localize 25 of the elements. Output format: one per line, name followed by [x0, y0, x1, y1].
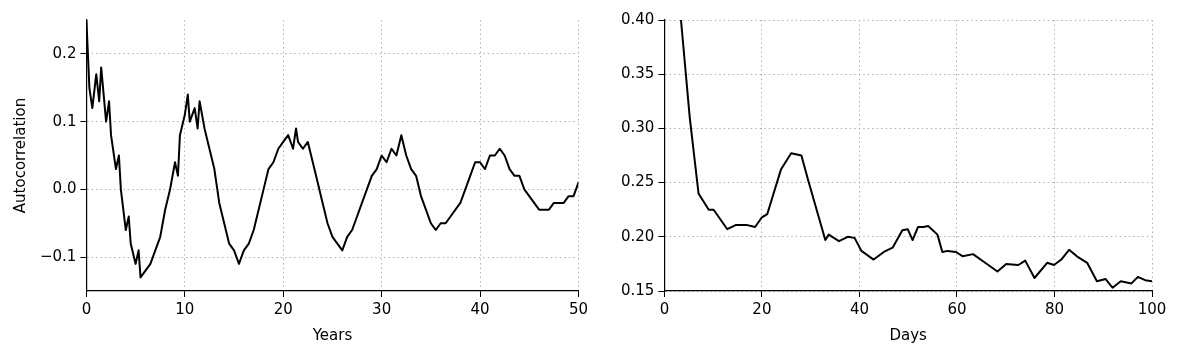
x-tick-label: 0 [659, 299, 670, 318]
y-tick-label: 0.0 [52, 179, 77, 198]
y-tick-label: 0.35 [620, 64, 655, 83]
x-tick-label: 50 [568, 299, 588, 318]
x-axis-title: Days [889, 325, 928, 344]
x-tick-label: 30 [372, 299, 392, 318]
y-tick-label: 0.25 [620, 172, 655, 191]
x-axis-title: Years [311, 325, 353, 344]
y-tick-label: 0.20 [620, 226, 655, 245]
x-tick-label: 0 [81, 299, 92, 318]
y-tick-label: 0.30 [620, 118, 655, 137]
x-tick-label: 20 [273, 299, 293, 318]
x-tick-label: 40 [470, 299, 490, 318]
x-tick-label: 60 [947, 299, 967, 318]
y-tick-label: 0.2 [52, 43, 77, 62]
y-tick-label: 0.15 [620, 280, 655, 299]
y-tick-label: −0.1 [39, 247, 77, 266]
x-tick-label: 40 [849, 299, 869, 318]
y-tick-label: 0.1 [52, 111, 77, 130]
x-tick-label: 20 [752, 299, 772, 318]
y-axis-title: Autocorrelation [10, 97, 29, 214]
x-tick-label: 80 [1044, 299, 1065, 318]
x-tick-label: 10 [175, 299, 195, 318]
y-tick-label: 0.40 [620, 9, 655, 28]
x-tick-label: 100 [1137, 299, 1167, 318]
